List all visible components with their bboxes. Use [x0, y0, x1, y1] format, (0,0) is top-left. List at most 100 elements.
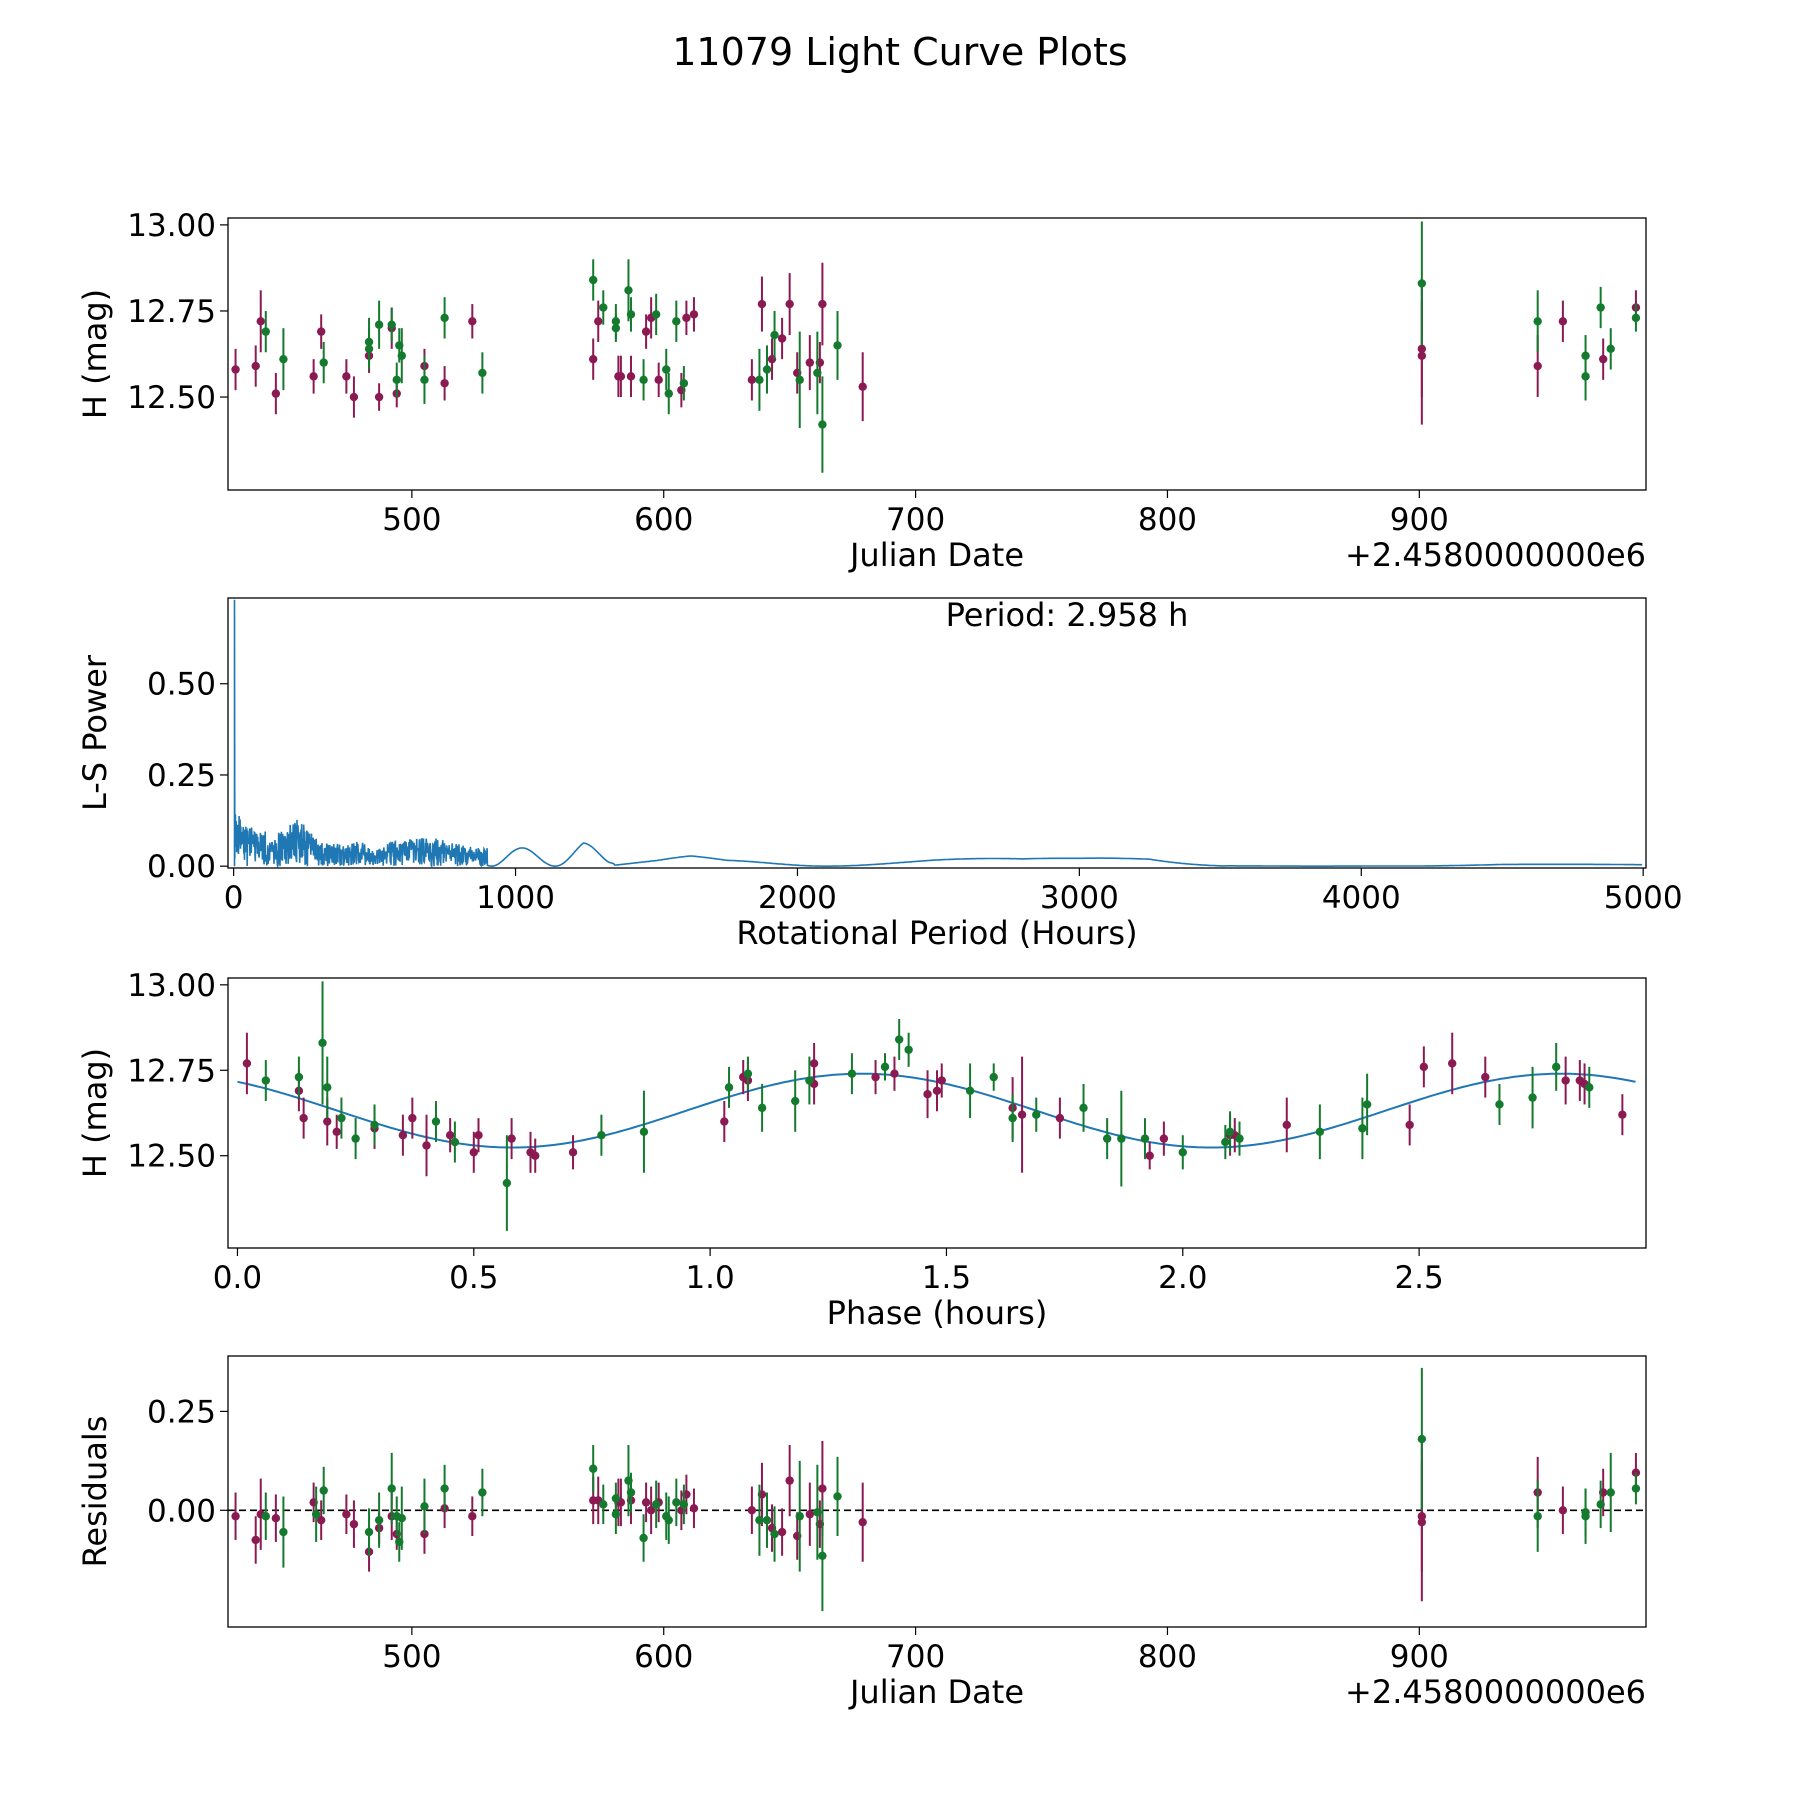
data-point	[805, 1076, 814, 1085]
data-point	[890, 1069, 899, 1078]
data-point	[271, 1514, 281, 1523]
x-tick-label: 0	[224, 880, 244, 916]
data-point	[785, 1476, 794, 1485]
light-curve-panel: 500 600 700 800 900 12.50 12.75 13.00 Julian Dat…	[76, 208, 1647, 574]
data-point	[261, 327, 270, 336]
x-tick-label: 4000	[1322, 880, 1401, 916]
data-point	[689, 310, 699, 319]
data-point	[1417, 1434, 1427, 1444]
data-point	[387, 1484, 396, 1493]
x-tick-label: 700	[886, 502, 945, 538]
data-point	[989, 1072, 998, 1082]
data-point	[398, 1131, 408, 1140]
data-point	[468, 317, 477, 326]
data-point	[679, 379, 689, 388]
data-point	[770, 1529, 779, 1539]
data-point	[664, 1515, 673, 1525]
data-point	[231, 1512, 240, 1521]
x-tick-label: 1.5	[922, 1260, 971, 1296]
data-point	[791, 1096, 800, 1106]
x-axis-label: Julian Date	[848, 1673, 1024, 1711]
data-point	[309, 372, 318, 381]
data-point	[937, 1076, 946, 1085]
data-point	[833, 1492, 842, 1501]
data-point	[440, 1484, 449, 1493]
data-point	[1533, 1512, 1542, 1521]
data-point	[1448, 1059, 1457, 1068]
data-point	[1533, 317, 1542, 326]
data-point	[568, 1148, 578, 1157]
data-point	[507, 1134, 516, 1143]
x-tick-label: 500	[382, 1639, 441, 1675]
x-tick-label: 2.5	[1394, 1260, 1443, 1296]
data-point	[795, 1512, 804, 1521]
data-point	[1221, 1137, 1230, 1147]
data-point	[1528, 1093, 1537, 1102]
x-offset-text: +2.4580000000e6	[1345, 1673, 1646, 1711]
data-point	[757, 299, 767, 309]
data-point	[279, 354, 288, 364]
data-point	[392, 375, 401, 385]
y-tick-label: 0.25	[147, 1394, 216, 1430]
data-point	[420, 375, 429, 385]
data-point	[616, 372, 626, 381]
series-filter-b	[261, 981, 1594, 1231]
data-point	[682, 313, 691, 323]
x-tick-label: 2.0	[1158, 1260, 1207, 1296]
x-tick-label: 1.0	[685, 1260, 734, 1296]
data-point	[594, 317, 603, 326]
data-point	[762, 1515, 772, 1525]
data-point	[1140, 1134, 1150, 1143]
y-tick-label: 13.00	[127, 968, 216, 1004]
plot-area	[228, 1367, 1646, 1612]
data-point	[672, 317, 681, 326]
data-point	[474, 1131, 483, 1140]
data-point	[1598, 354, 1608, 364]
data-point	[342, 372, 351, 381]
data-point	[818, 1484, 827, 1493]
data-point	[894, 1035, 904, 1044]
data-point	[1178, 1148, 1187, 1157]
data-point	[1533, 361, 1542, 371]
data-point	[589, 275, 598, 285]
data-point	[349, 1519, 359, 1529]
data-point	[349, 392, 359, 402]
data-point	[1558, 1506, 1568, 1515]
data-point	[1117, 1134, 1126, 1143]
data-point	[965, 1086, 975, 1095]
data-point	[1055, 1113, 1065, 1123]
axes-frame	[227, 1355, 1647, 1628]
plot-area	[231, 221, 1641, 473]
data-point	[364, 344, 374, 354]
data-point	[1495, 1100, 1504, 1109]
data-point	[847, 1069, 857, 1078]
data-point	[611, 323, 621, 333]
x-tick-label: 800	[1138, 502, 1197, 538]
data-point	[1618, 1110, 1627, 1119]
data-point	[440, 313, 449, 323]
x-tick-label: 800	[1138, 1639, 1197, 1675]
data-point	[1282, 1120, 1291, 1130]
data-point	[422, 1141, 431, 1150]
data-point	[641, 1498, 651, 1507]
data-point	[337, 1113, 346, 1123]
y-tick-label: 0.50	[147, 667, 216, 703]
data-point	[261, 1076, 271, 1085]
data-point	[1008, 1113, 1017, 1123]
x-axis-label: Julian Date	[848, 536, 1024, 574]
y-axis-label: Residuals	[76, 1416, 114, 1568]
data-point	[1032, 1110, 1041, 1119]
data-point	[279, 1527, 288, 1537]
data-point	[1631, 1484, 1641, 1493]
y-axis-label: H (mag)	[76, 289, 114, 419]
data-point	[777, 334, 787, 343]
y-tick-label: 13.00	[127, 208, 216, 244]
data-point	[813, 368, 822, 378]
y-tick-label: 0.00	[147, 1493, 216, 1529]
data-point	[833, 341, 842, 350]
data-point	[478, 1488, 487, 1497]
data-point	[319, 1486, 328, 1495]
data-point	[440, 379, 449, 388]
data-point	[611, 1494, 621, 1503]
